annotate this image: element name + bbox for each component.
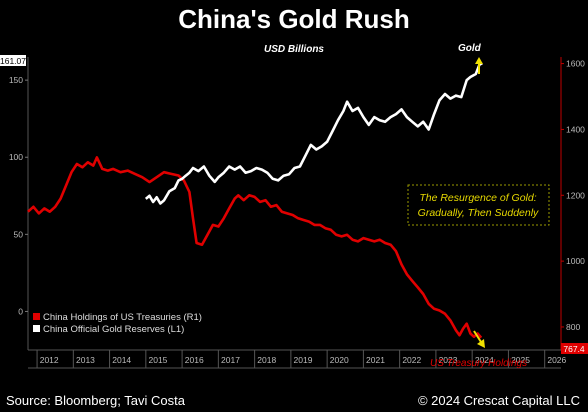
right-last-value: 767.4 <box>563 344 585 354</box>
legend-swatch-gold <box>33 325 40 332</box>
annotation: The Resurgence of Gold: Gradually, Then … <box>407 184 550 226</box>
x-tick-label: 2024 <box>475 355 494 365</box>
left-tick-label: 50 <box>14 229 24 239</box>
x-tick-label: 2019 <box>294 355 313 365</box>
legend: China Holdings of US Treasuries (R1) Chi… <box>33 312 202 335</box>
up-arrow-icon <box>475 57 483 74</box>
x-tick-label: 2021 <box>366 355 385 365</box>
treasury-label: US Treasury Holdings <box>430 358 527 369</box>
x-tick-label: 2016 <box>185 355 204 365</box>
annotation-box <box>407 184 550 226</box>
annotation-line-1: The Resurgence of Gold: <box>419 192 536 204</box>
left-axis: 0 50 100 150 <box>9 57 29 350</box>
right-last-value-tag: 767.4 <box>561 343 588 354</box>
legend-label-treasuries: China Holdings of US Treasuries (R1) <box>43 312 202 323</box>
right-tick-label: 1000 <box>566 256 585 266</box>
right-axis: 800 1000 1200 1400 1600 <box>560 57 585 350</box>
right-tick-label: 1600 <box>566 59 585 69</box>
x-axis: 2012 2013 2014 2015 2016 2017 2018 2019 2020 2021… <box>28 349 567 369</box>
x-tick-label: 2023 <box>439 355 458 365</box>
chart-title: China's Gold Rush <box>178 4 410 34</box>
footer: Source: Bloomberg; Tavi Costa © 2024 Cre… <box>0 390 588 412</box>
legend-label-gold: China Official Gold Reserves (L1) <box>43 324 184 335</box>
source-text: Source: Bloomberg; Tavi Costa <box>6 393 185 408</box>
x-tick-label: 2014 <box>112 355 131 365</box>
series-layer <box>27 61 483 339</box>
x-tick-label: 2020 <box>330 355 349 365</box>
x-tick-label: 2026 <box>547 355 566 365</box>
gold-label: Gold <box>458 43 482 54</box>
left-last-value: 161.07 <box>0 56 26 66</box>
legend-swatch-treasuries <box>33 313 40 320</box>
annotation-line-2: Gradually, Then Suddenly <box>418 207 539 219</box>
chart-subtitle: USD Billions <box>264 44 324 55</box>
treasuries-line <box>27 156 483 339</box>
left-tick-label: 0 <box>18 306 23 316</box>
gold-line <box>144 61 483 205</box>
x-tick-label: 2025 <box>511 355 530 365</box>
down-arrow-icon <box>473 330 485 348</box>
x-tick-label: 2022 <box>402 355 421 365</box>
right-tick-label: 1400 <box>566 124 585 134</box>
left-last-value-tag: 161.07 <box>0 55 26 66</box>
left-tick-label: 150 <box>9 75 23 85</box>
right-tick-label: 1200 <box>566 190 585 200</box>
x-tick-label: 2018 <box>257 355 276 365</box>
x-tick-label: 2017 <box>221 355 240 365</box>
left-tick-label: 100 <box>9 152 23 162</box>
x-tick-label: 2015 <box>149 355 168 365</box>
copyright-text: © 2024 Crescat Capital LLC <box>417 393 580 408</box>
chart: USD Billions 0 50 100 150 800 1000 1200 1400 16… <box>0 43 588 369</box>
x-tick-label: 2013 <box>76 355 95 365</box>
right-tick-label: 800 <box>566 322 580 332</box>
x-tick-label: 2012 <box>40 355 59 365</box>
